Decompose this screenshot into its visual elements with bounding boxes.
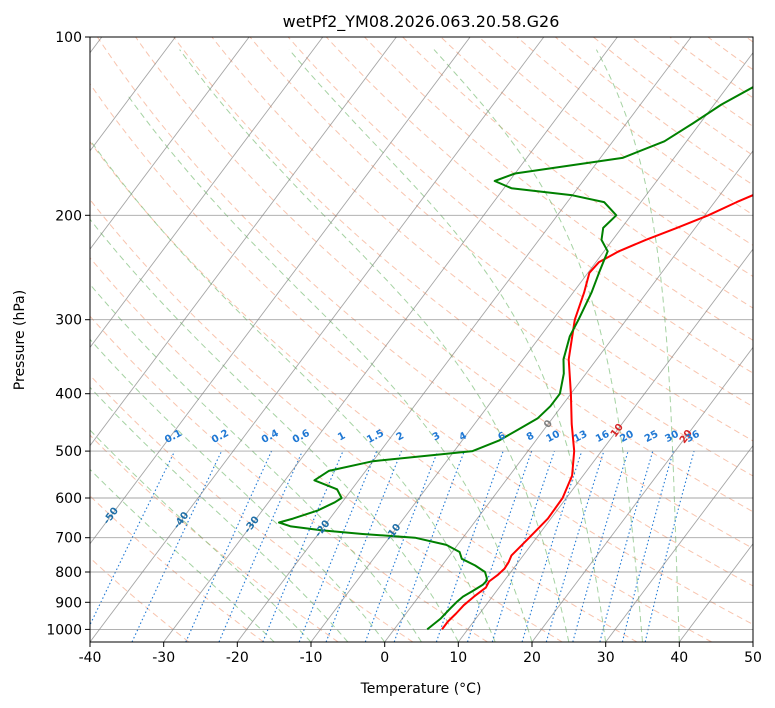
pressure-gridlines (90, 37, 753, 630)
moist-adiabat-line (90, 386, 349, 642)
x-axis-ticks: -40 -30 -20 -10 0 10 20 30 40 50 (79, 642, 762, 666)
x-tick-label: -20 (226, 650, 249, 666)
dry-adiabat-line (90, 374, 414, 642)
dry-adiabat-line (287, 37, 753, 408)
mixing-ratio-line (466, 450, 533, 642)
dewpoint-profile (278, 86, 753, 631)
y-tick-label: 500 (55, 444, 82, 460)
mixing-ratio-line (131, 450, 223, 642)
isotherm-line (90, 37, 324, 349)
mixing-ratio-line (599, 450, 654, 642)
mixing-ratio-label: 8 (525, 430, 536, 443)
dry-adiabat-line (516, 37, 753, 216)
isotherm-lines (90, 37, 753, 642)
mixing-ratio-line (262, 450, 344, 642)
isotherm-line (90, 37, 176, 152)
moist-adiabat-line (90, 218, 459, 642)
mixing-ratio-label: 6 (496, 430, 507, 443)
mixing-ratio-line (572, 450, 629, 642)
dry-adiabat-line (364, 37, 753, 341)
isotherm-line (384, 150, 753, 642)
dry-adiabats (90, 37, 753, 642)
mixing-ratio-line (185, 450, 273, 642)
dry-adiabat-line (90, 315, 488, 642)
dry-adiabat-line (325, 37, 753, 374)
dry-adiabat-line (478, 37, 753, 246)
moist-adiabat-line (595, 49, 680, 642)
mixing-ratio-line (491, 450, 555, 642)
mixing-ratio-label: 4 (457, 430, 468, 443)
moist-adiabat-line (90, 283, 422, 642)
x-tick-label: 50 (744, 650, 762, 666)
mixing-ratio-line (90, 450, 176, 627)
y-tick-label: 600 (55, 491, 82, 507)
isotherm-line (457, 248, 753, 642)
y-tick-label: 700 (55, 531, 82, 547)
mixing-ratio-lines (90, 450, 695, 642)
moist-adiabat-line (90, 338, 386, 642)
dry-adiabat-line (135, 37, 753, 550)
mixing-ratio-line (393, 450, 465, 642)
x-tick-label: -40 (79, 650, 102, 666)
mixing-ratio-label: 3 (431, 430, 442, 443)
dry-adiabat-line (90, 257, 563, 642)
dry-adiabat-line (90, 83, 753, 625)
x-tick-label: 20 (523, 650, 541, 666)
dry-adiabat-line (249, 37, 753, 442)
y-tick-label: 100 (55, 30, 82, 46)
temperature-profile (441, 194, 753, 630)
dry-adiabat-line (90, 141, 712, 642)
isotherm-line (90, 37, 250, 250)
x-tick-label: 10 (449, 650, 467, 666)
isotherm-line (310, 51, 753, 642)
dry-adiabat-line (90, 495, 264, 642)
dry-adiabat-line (90, 198, 638, 642)
x-tick-label: -10 (300, 650, 323, 666)
y-tick-label: 400 (55, 387, 82, 403)
y-tick-label: 1000 (46, 622, 82, 638)
dry-adiabat-line (173, 37, 753, 513)
x-tick-label: 30 (597, 650, 615, 666)
mixing-ratio-label: 2 (395, 430, 406, 443)
x-tick-label: 40 (670, 650, 688, 666)
plot-area (90, 37, 753, 642)
y-tick-label: 800 (55, 565, 82, 581)
dry-adiabat-line (402, 37, 753, 309)
mixing-ratio-label: 1 (336, 430, 347, 443)
isotherm-line (90, 37, 397, 447)
sounding-profiles (278, 86, 753, 631)
isotherm-line (163, 37, 618, 642)
moist-adiabat-line (288, 49, 607, 642)
isotherm-line (90, 37, 471, 545)
isotherm-line (90, 37, 545, 642)
moist-adiabat-line (179, 49, 570, 642)
dry-adiabat-line (96, 37, 753, 587)
isotherm-line (531, 346, 753, 642)
mixing-ratio-line (521, 450, 583, 642)
isotherm-line (236, 37, 692, 642)
chart-title: wetPf2_YM08.2026.063.20.58.G26 (283, 12, 560, 32)
x-axis-label: Temperature (°C) (360, 681, 482, 697)
moist-adiabat-line (126, 94, 533, 642)
y-axis-label: Pressure (hPa) (12, 290, 28, 390)
moist-adiabat-line (90, 429, 312, 642)
mixing-ratio-line (621, 450, 674, 642)
x-tick-label: -30 (152, 650, 175, 666)
x-tick-label: 0 (380, 650, 389, 666)
plot-frame (89, 36, 754, 643)
mixing-ratio-line (644, 450, 695, 642)
dry-adiabat-line (440, 37, 753, 278)
mixing-ratio-line (435, 450, 504, 642)
y-tick-label: 200 (55, 208, 82, 224)
y-tick-label: 300 (55, 313, 82, 329)
y-tick-label: 900 (55, 595, 82, 611)
y-axis-ticks: 100 200 300 400 500 600 700 800 900 1000 (46, 30, 90, 638)
isotherm-line (605, 444, 753, 642)
mixing-ratio-line (218, 450, 303, 642)
